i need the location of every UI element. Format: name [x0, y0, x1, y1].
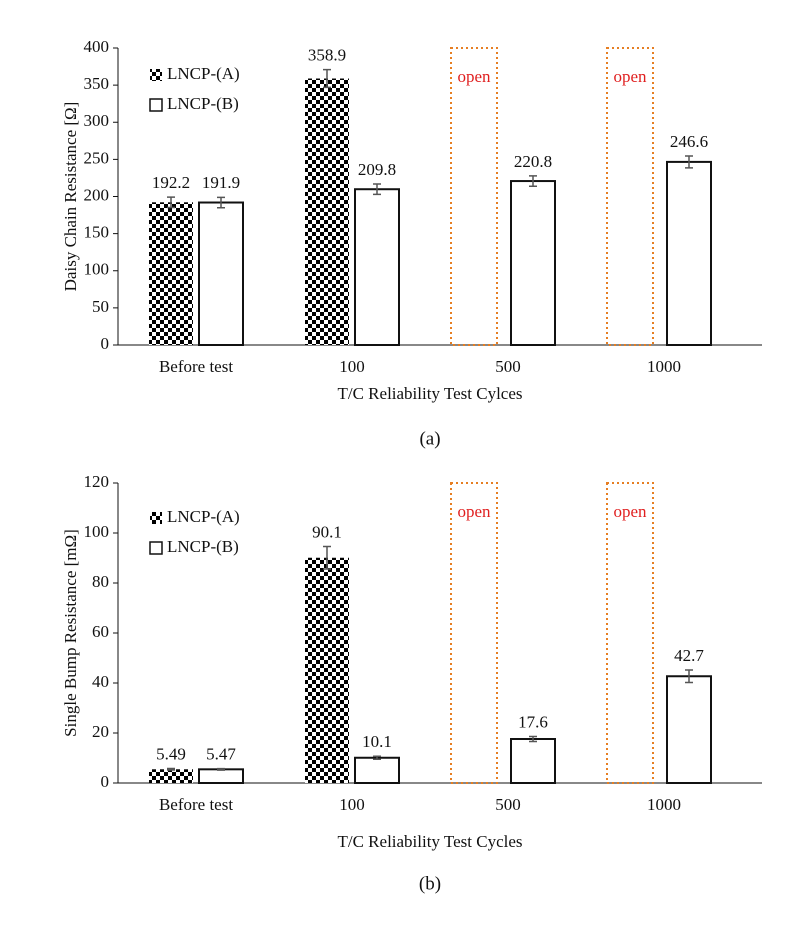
y-tick-label: 300 [84, 111, 110, 130]
x-axis-label: T/C Reliability Test Cylces [337, 384, 522, 403]
value-label: 90.1 [312, 522, 342, 541]
value-label: 209.8 [358, 160, 396, 179]
bar [510, 180, 556, 346]
open-label: open [613, 67, 647, 86]
value-label: 246.6 [670, 132, 708, 151]
x-tick-label: 500 [495, 795, 521, 814]
y-tick-label: 150 [84, 223, 110, 242]
value-label: 191.9 [202, 173, 240, 192]
legend-swatch [149, 541, 163, 555]
x-tick-label: 100 [339, 357, 365, 376]
x-tick-label: Before test [159, 795, 233, 814]
y-tick-label: 20 [92, 722, 109, 741]
error-bar [529, 735, 537, 743]
legend-swatch [150, 512, 162, 524]
y-tick-label: 200 [84, 185, 110, 204]
x-tick-label: 1000 [647, 795, 681, 814]
value-label: 10.1 [362, 732, 392, 751]
open-box [450, 482, 498, 784]
x-tick-label: 1000 [647, 357, 681, 376]
value-label: 5.49 [156, 744, 186, 763]
value-label: 220.8 [514, 152, 552, 171]
y-axis-label: Daisy Chain Resistance [Ω] [61, 102, 80, 292]
y-axis-label: Single Bump Resistance [mΩ] [61, 529, 80, 737]
y-tick-label: 120 [84, 472, 110, 491]
error-bar [373, 755, 381, 760]
error-bar [323, 68, 331, 89]
legend-label: LNCP-(B) [167, 537, 239, 556]
error-bar [167, 196, 175, 209]
bar [198, 201, 244, 346]
y-tick-label: 100 [84, 522, 110, 541]
value-label: 358.9 [308, 46, 346, 65]
open-box [450, 47, 498, 346]
error-bar [685, 669, 693, 684]
caption: (b) [419, 873, 441, 894]
bar [305, 78, 349, 345]
open-box [606, 482, 654, 784]
bar [666, 160, 712, 346]
x-tick-label: Before test [159, 357, 233, 376]
y-tick-label: 50 [92, 297, 109, 316]
x-axis-label: T/C Reliability Test Cycles [337, 832, 522, 851]
y-tick-label: 100 [84, 260, 110, 279]
legend-label: LNCP-(A) [167, 64, 240, 83]
bar [149, 202, 193, 345]
bar [666, 675, 712, 784]
bar [354, 756, 400, 784]
x-tick-label: 500 [495, 357, 521, 376]
value-label: 192.2 [152, 173, 190, 192]
legend-swatch [149, 98, 163, 112]
error-bar [323, 545, 331, 570]
open-label: open [457, 67, 491, 86]
error-bar [217, 196, 225, 209]
bar [149, 769, 193, 783]
y-tick-label: 40 [92, 672, 109, 691]
y-tick-label: 350 [84, 74, 110, 93]
caption: (a) [419, 428, 440, 449]
value-label: 5.47 [206, 744, 236, 763]
bar [198, 768, 244, 785]
legend-label: LNCP-(B) [167, 94, 239, 113]
bar [305, 557, 349, 783]
open-label: open [457, 502, 491, 521]
y-tick-label: 400 [84, 37, 110, 56]
x-tick-label: 100 [339, 795, 365, 814]
value-label: 42.7 [674, 646, 704, 665]
value-label: 17.6 [518, 712, 548, 731]
error-bar [167, 767, 175, 771]
open-box [606, 47, 654, 346]
error-bar [529, 175, 537, 188]
legend-label: LNCP-(A) [167, 507, 240, 526]
legend-swatch [150, 69, 162, 81]
y-tick-label: 60 [92, 622, 109, 641]
error-bar [685, 155, 693, 169]
error-bar [217, 767, 225, 771]
bar [510, 738, 556, 784]
y-tick-label: 0 [101, 772, 110, 791]
y-tick-label: 0 [101, 334, 110, 353]
error-bar [373, 183, 381, 196]
y-tick-label: 80 [92, 572, 109, 591]
open-label: open [613, 502, 647, 521]
bar [354, 188, 400, 346]
y-tick-label: 250 [84, 148, 110, 167]
